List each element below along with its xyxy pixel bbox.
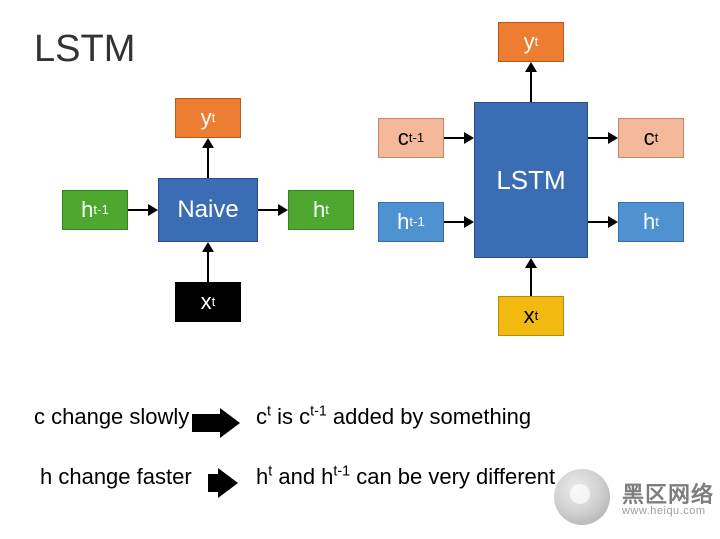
arrow-naive-to-hnext [258, 209, 278, 211]
arrow-head-icon [148, 204, 158, 216]
watermark-url: www.heiqu.com [622, 506, 714, 517]
page-title: LSTM [34, 28, 135, 71]
arrow-head-icon [525, 62, 537, 72]
naive-center: Naive [158, 178, 258, 242]
lstm-h-prev: ht-1 [378, 202, 444, 242]
arrow-lstm-to-hnext [588, 221, 608, 223]
lstm-input-x: xt [498, 296, 564, 336]
note-c-slow: c change slowly [34, 404, 189, 430]
note-c-slow-explain: ct is ct-1 added by something [256, 404, 531, 430]
arrow-hprev-to-lstm [444, 221, 464, 223]
arrow-x-to-naive [207, 252, 209, 282]
arrow-head-icon [202, 138, 214, 148]
lstm-c-prev: ct-1 [378, 118, 444, 158]
arrow-hprev-to-naive [128, 209, 148, 211]
lstm-output-y: yt [498, 22, 564, 62]
big-arrow-icon [208, 468, 238, 498]
lstm-c-next: ct [618, 118, 684, 158]
arrow-head-icon [464, 132, 474, 144]
lstm-center: LSTM [474, 102, 588, 258]
arrow-lstm-to-cnext [588, 137, 608, 139]
arrow-head-icon [464, 216, 474, 228]
arrow-cprev-to-lstm [444, 137, 464, 139]
arrow-x-to-lstm [530, 268, 532, 296]
note-h-fast: h change faster [40, 464, 192, 490]
naive-output-y: yt [175, 98, 241, 138]
arrow-head-icon [202, 242, 214, 252]
arrow-lstm-to-y [530, 72, 532, 102]
naive-h-next: ht [288, 190, 354, 230]
naive-input-x: xt [175, 282, 241, 322]
note-h-fast-explain: ht and ht-1 can be very different [256, 464, 555, 490]
watermark-text: 黑区网络 www.heiqu.com [622, 484, 714, 517]
big-arrow-icon [192, 408, 240, 438]
arrow-head-icon [608, 132, 618, 144]
arrow-head-icon [608, 216, 618, 228]
watermark-logo-icon [554, 469, 610, 525]
arrow-head-icon [278, 204, 288, 216]
arrow-head-icon [525, 258, 537, 268]
watermark-title: 黑区网络 [622, 484, 714, 506]
arrow-naive-to-y [207, 148, 209, 178]
lstm-h-next: ht [618, 202, 684, 242]
naive-h-prev: ht-1 [62, 190, 128, 230]
